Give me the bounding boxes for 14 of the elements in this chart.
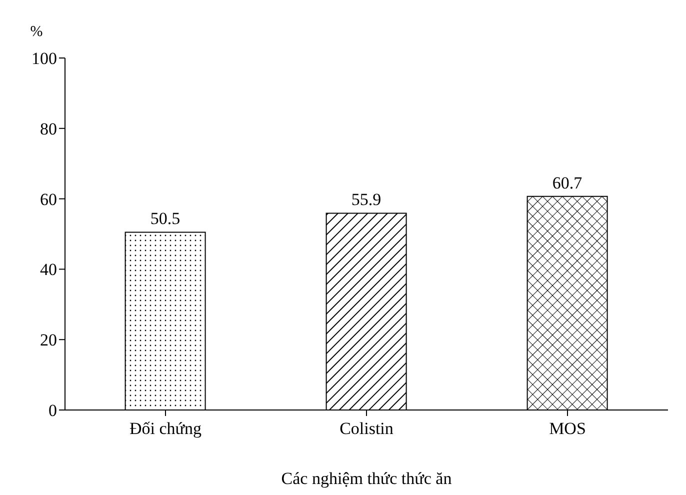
data-label: 50.5 bbox=[150, 209, 180, 228]
x-tick-label: MOS bbox=[549, 419, 586, 438]
x-axis-title: Các nghiệm thức thức ăn bbox=[281, 469, 452, 488]
y-tick-label: 20 bbox=[40, 330, 57, 350]
x-tick-label: Đối chứng bbox=[129, 419, 202, 438]
x-tick-label: Colistin bbox=[340, 419, 394, 438]
data-label: 60.7 bbox=[552, 173, 583, 192]
y-tick-label: 80 bbox=[40, 119, 57, 138]
y-axis-title: % bbox=[30, 24, 43, 40]
y-tick-label: 0 bbox=[48, 401, 57, 420]
data-label: 55.9 bbox=[351, 190, 382, 210]
y-tick-label: 100 bbox=[32, 49, 57, 68]
y-tick-label: 40 bbox=[40, 260, 57, 280]
y-tick-label: 60 bbox=[40, 190, 57, 209]
